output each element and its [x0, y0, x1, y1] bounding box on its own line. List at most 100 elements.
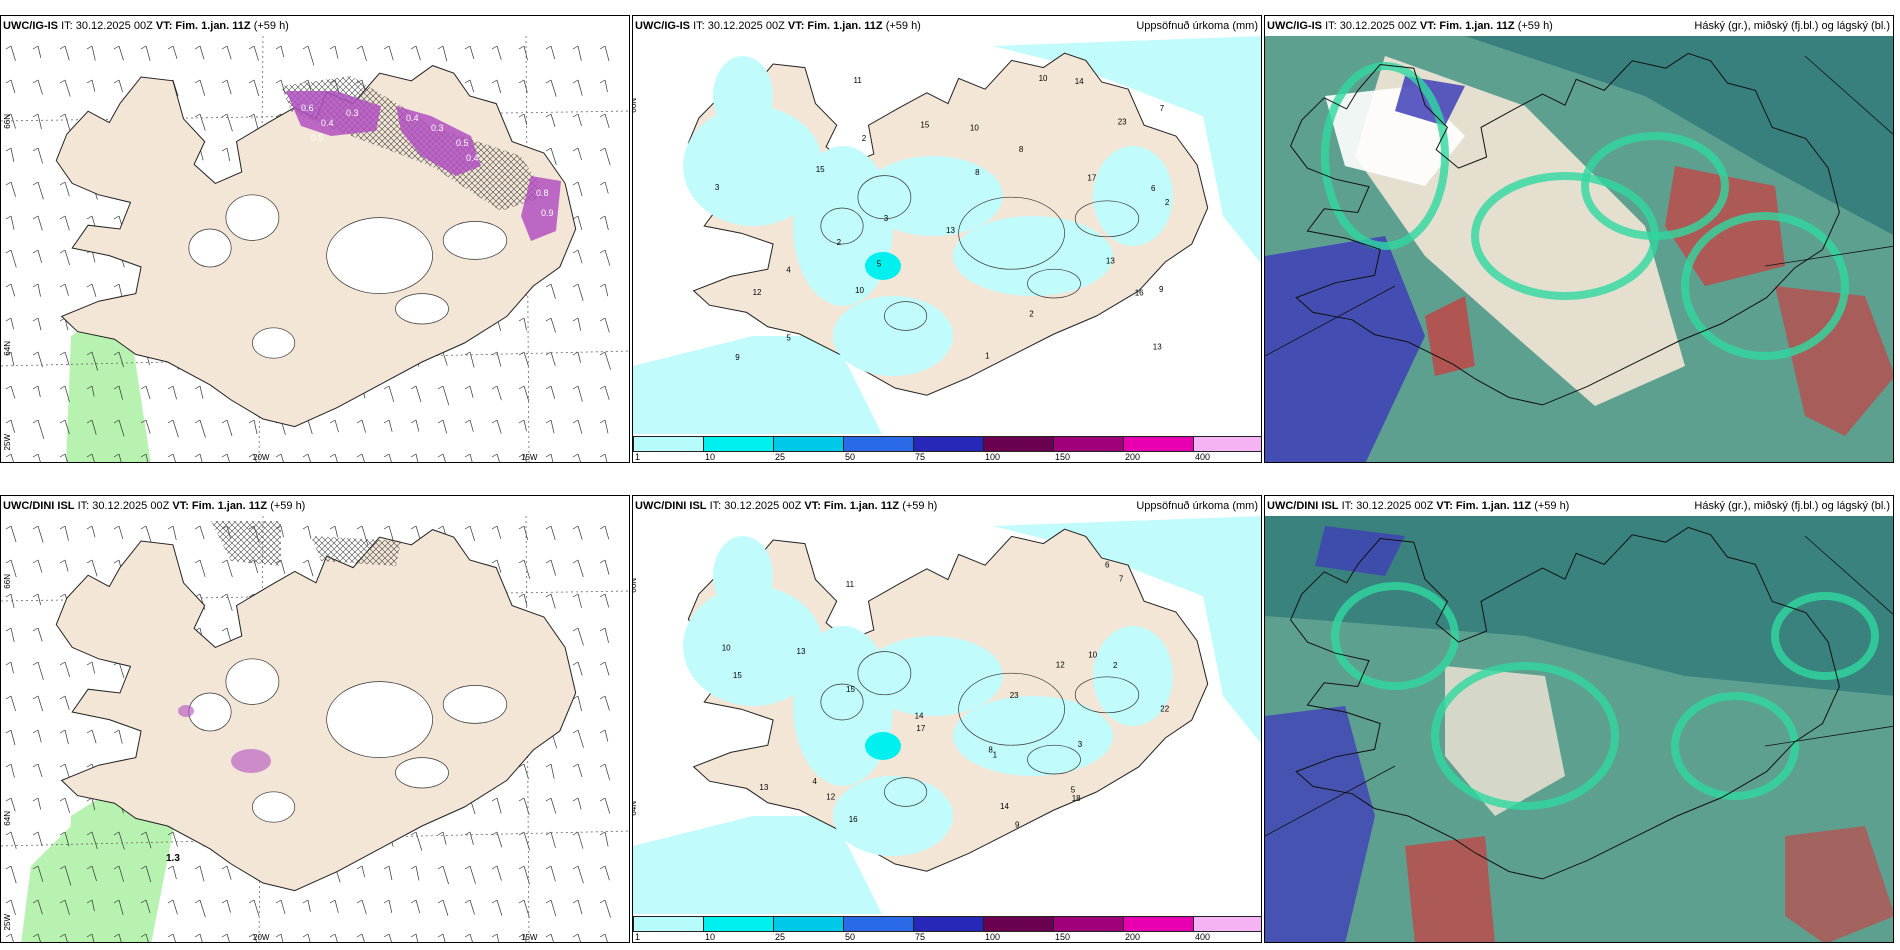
wind-barb	[145, 45, 151, 61]
wind-barb	[172, 933, 176, 942]
wind-barb	[496, 525, 502, 540]
wind-barb-flag	[113, 831, 120, 836]
wind-barb	[199, 113, 206, 131]
wind-barb-flag	[599, 525, 606, 530]
wind-barb-flag	[248, 113, 255, 118]
legend-tick-label: 400	[1195, 932, 1211, 942]
precip-map: 2 6 8 2 3 9 5 10 16 23 15 13 17 10 12 13 2 3 11 15 13 10 5 4 8 14…	[633, 36, 1261, 462]
wind-barb-flag	[464, 351, 471, 356]
wind-barb-flag	[383, 933, 390, 938]
wind-barb	[91, 729, 97, 744]
wind-barb-flag	[491, 797, 498, 802]
wind-barb	[37, 453, 41, 462]
wind-barb-flag	[572, 593, 579, 598]
wind-barb-flag	[248, 453, 255, 458]
wind-barb	[523, 899, 530, 918]
wind-barb-flag	[518, 559, 525, 564]
wind-barb-flag	[572, 899, 579, 904]
wind-barb	[577, 79, 583, 96]
wind-barb-flag	[545, 79, 552, 84]
wind-barb-flag	[572, 45, 579, 50]
wind-barb-flag	[410, 45, 417, 50]
precip-area	[683, 586, 823, 706]
wind-barb-flag	[410, 419, 417, 424]
wind-barb-flag	[302, 453, 309, 458]
wind-barb	[37, 695, 44, 712]
cloud-edge-band	[1431, 662, 1619, 810]
legend-tick-label: 100	[985, 932, 1001, 942]
wind-barb	[334, 899, 339, 913]
wind-barb-flag	[545, 317, 552, 322]
wind-barb	[253, 899, 260, 916]
wind-barb-flag	[59, 419, 66, 424]
cloud-edge-band	[1331, 582, 1459, 690]
wind-barb-flag	[86, 729, 93, 734]
wind-barb	[280, 933, 284, 942]
wind-barb	[37, 79, 43, 95]
wind-barb-flag	[572, 113, 579, 118]
wind-barb-flag	[383, 899, 390, 904]
wind-barb-flag	[464, 45, 471, 50]
wind-barb	[604, 45, 610, 62]
wind-barb-flag	[410, 865, 417, 870]
wind-barb-flag	[221, 593, 228, 598]
wind-barb	[577, 113, 582, 127]
iceland-outline	[1290, 52, 1840, 406]
wind-barb-flag	[248, 933, 255, 938]
wind-barb	[37, 181, 44, 200]
wind-barb-flag	[356, 45, 363, 50]
wind-barb-flag	[5, 79, 12, 84]
wind-barb-flag	[599, 351, 606, 356]
wind-barb	[577, 181, 583, 197]
wind-barb	[577, 45, 582, 61]
panel-header: UWC/IG-IS IT: 30.12.2025 00Z VT: Fim. 1.…	[1267, 20, 1890, 32]
wind-barb	[64, 351, 70, 366]
region-boundary	[1764, 245, 1893, 267]
wind-barb	[64, 559, 69, 572]
wind-barb-flag	[599, 147, 606, 152]
cloud-edge-band	[1771, 592, 1879, 680]
wind-barb-flag	[572, 453, 579, 458]
wind-barb	[361, 933, 365, 942]
wind-barb	[199, 559, 206, 577]
wind-barb-flag	[383, 453, 390, 458]
wind-barb	[523, 45, 528, 61]
glacier-shape	[958, 672, 1065, 746]
wind-barb	[145, 453, 149, 462]
wind-barb-flag	[464, 385, 471, 390]
wind-barb-flag	[356, 453, 363, 458]
precip-amount-label: 14	[1000, 802, 1009, 811]
high-cloud-area	[1265, 516, 1893, 696]
legend-swatch	[1123, 916, 1194, 932]
wind-barb	[118, 45, 124, 61]
wind-barb-flag	[32, 763, 39, 768]
wind-barb	[64, 899, 70, 916]
wind-barb-flag	[275, 79, 282, 84]
wind-barb	[550, 45, 556, 60]
legend-tick-label: 1	[635, 452, 641, 462]
snowfall-area	[286, 91, 381, 136]
wind-barb	[577, 933, 581, 942]
wind-barb	[523, 525, 528, 541]
glacier-shape	[884, 777, 928, 807]
wind-barb-flag	[464, 865, 471, 870]
clear-area	[1445, 666, 1565, 816]
wind-barb-flag	[194, 865, 201, 870]
wind-barb	[10, 215, 15, 230]
wind-barb-flag	[5, 899, 12, 904]
wind-barb-flag	[572, 933, 579, 938]
legend-swatch	[983, 436, 1054, 452]
precip-amount-label: 23	[1010, 691, 1019, 700]
wind-barb-flag	[113, 215, 120, 220]
wind-barb	[604, 283, 609, 297]
wind-barb	[604, 797, 611, 814]
wind-barb-flag	[599, 695, 606, 700]
wind-barb	[37, 797, 41, 810]
wind-barb-flag	[32, 385, 39, 390]
wind-barb-flag	[572, 249, 579, 254]
wind-barb	[442, 933, 446, 942]
precip-amount-label: 13	[946, 226, 955, 235]
wind-barb	[172, 453, 176, 462]
wind-barb	[577, 419, 583, 434]
precip-area	[793, 626, 893, 786]
